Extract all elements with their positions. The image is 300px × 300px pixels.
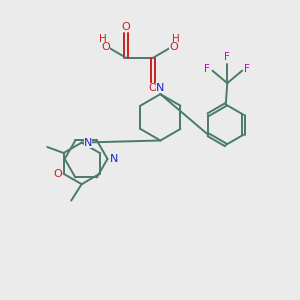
Text: N: N xyxy=(84,138,92,148)
Text: H: H xyxy=(172,34,180,44)
Text: N: N xyxy=(110,154,118,164)
Text: O: O xyxy=(148,83,157,94)
Text: F: F xyxy=(224,52,230,62)
Text: O: O xyxy=(122,22,130,32)
Text: F: F xyxy=(244,64,250,74)
Text: H: H xyxy=(100,34,107,44)
Text: O: O xyxy=(169,42,178,52)
Text: F: F xyxy=(204,64,210,74)
Text: N: N xyxy=(156,82,165,93)
Text: O: O xyxy=(53,169,62,179)
Text: O: O xyxy=(101,42,110,52)
